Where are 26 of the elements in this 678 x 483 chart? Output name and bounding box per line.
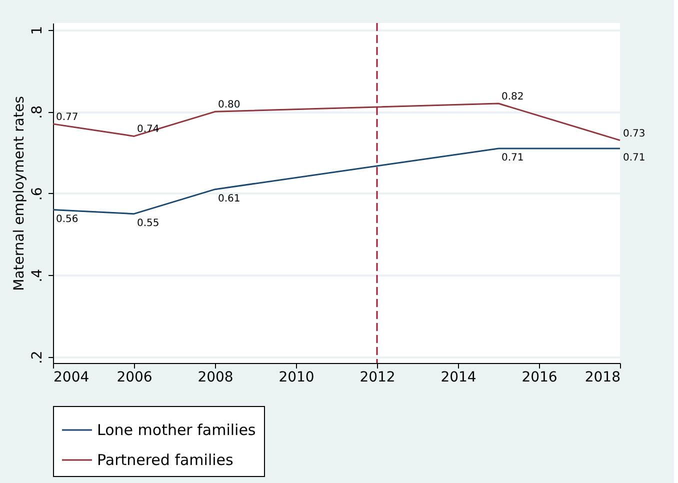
data-label: 0.55 [137,218,160,229]
data-label: 0.71 [623,152,646,164]
data-label: 0.56 [56,214,78,225]
x-tick-label: 2010 [278,370,314,386]
data-label: 0.61 [218,193,240,204]
data-label: 0.80 [218,100,240,111]
x-tick-label: 2012 [360,370,396,386]
x-tick-label: 2008 [198,370,234,386]
x-tick-label: 2004 [54,370,90,386]
data-label: 0.73 [623,128,646,140]
y-tick-label: 1 [30,26,46,35]
data-label: 0.82 [502,92,524,103]
y-tick-label: .4 [30,268,46,282]
y-tick-label: .6 [30,187,46,201]
x-tick-label: 2006 [116,370,152,386]
x-tick-label: 2018 [584,370,620,386]
y-axis-title: Maternal employment rates [12,96,28,291]
legend-label: Partnered families [97,451,234,469]
line-series [52,148,621,215]
y-tick-label: .8 [30,106,46,119]
data-label: 0.77 [56,112,78,123]
x-tick-label: 2016 [522,370,558,386]
y-tick-label: .2 [30,350,46,364]
x-tick-label: 2014 [440,370,476,386]
data-label: 0.71 [502,152,524,164]
legend-label: Lone mother families [97,421,256,439]
